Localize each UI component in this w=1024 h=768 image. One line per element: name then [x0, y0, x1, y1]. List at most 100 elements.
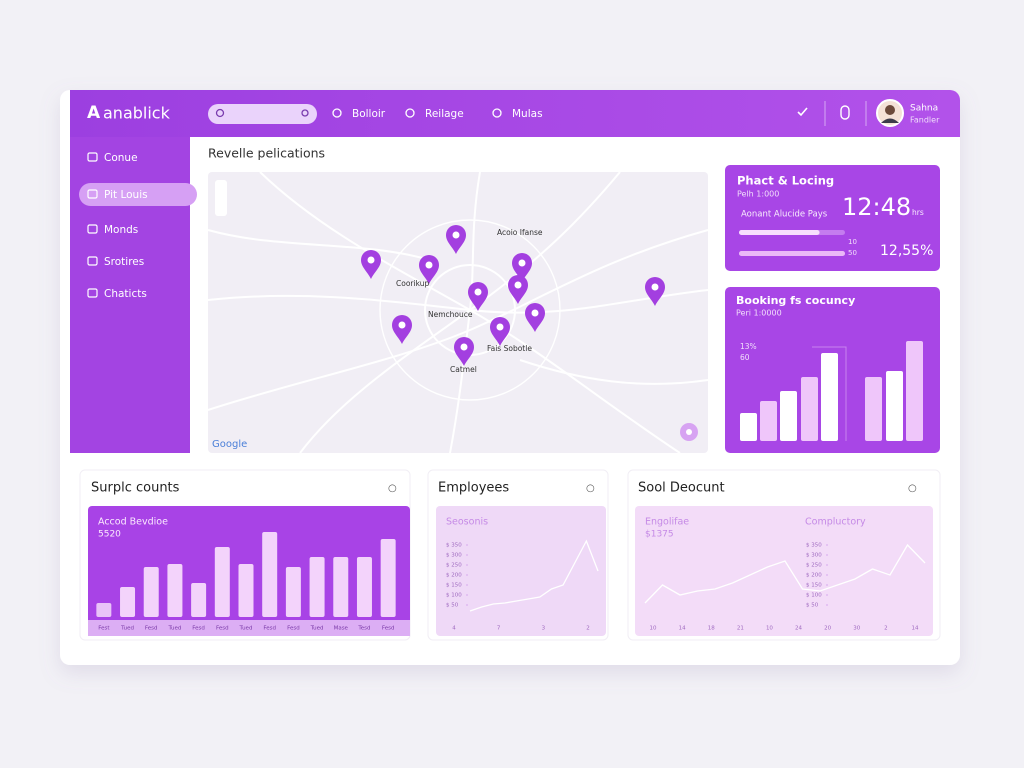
dropdown-icon[interactable]: ○ — [388, 483, 397, 494]
card-subtitle: Pelh 1:000 — [737, 190, 779, 199]
sidebar-icon — [87, 256, 98, 266]
y-tick-label: $ 150 — [806, 583, 822, 589]
map-pin-dot — [514, 281, 522, 289]
x-tick-label: 30 — [853, 626, 860, 632]
x-tick-label: Fesd — [382, 626, 395, 632]
road — [207, 229, 431, 261]
map-pin[interactable] — [512, 253, 532, 282]
x-tick-label: Tued — [310, 626, 324, 632]
sidebar-item[interactable]: Monds — [104, 224, 138, 236]
bar — [760, 401, 777, 441]
map-attribution: Google — [212, 439, 247, 450]
bar — [865, 377, 882, 441]
map-pin-dot — [651, 283, 659, 291]
map-pin-dot — [367, 256, 375, 264]
sidebar-item[interactable]: Conue — [104, 152, 138, 164]
x-tick-label: 2 — [586, 626, 590, 632]
avatar-body — [881, 118, 899, 123]
sidebar-icon — [87, 224, 98, 234]
map-pin-dot — [452, 231, 460, 239]
y-tick-label: $ 150 — [446, 583, 462, 589]
card-percent: 12,55% — [880, 243, 933, 259]
chart-subtitle: Compluctory — [805, 517, 866, 528]
y-tick-label: $ 300 — [806, 553, 822, 559]
x-tick-label: Fesd — [192, 626, 205, 632]
road — [519, 359, 709, 385]
map-place: Fais Sobotle — [487, 344, 532, 353]
card-unit: hrs — [912, 208, 924, 217]
map-title: Revelle pelications — [208, 146, 325, 161]
y-tick-label: $ 50 — [446, 603, 459, 609]
y-tick-label: $ 50 — [806, 603, 819, 609]
map-pin[interactable] — [468, 282, 488, 311]
dropdown-icon[interactable]: ○ — [586, 483, 595, 494]
bar — [262, 532, 278, 617]
bar — [285, 567, 301, 617]
map-pin[interactable] — [454, 337, 474, 366]
map-pin[interactable] — [392, 315, 412, 344]
bar — [333, 557, 349, 617]
nav-item[interactable]: Bolloir — [352, 108, 386, 120]
map-pin[interactable] — [508, 275, 528, 304]
bar — [380, 539, 396, 617]
bar — [309, 557, 325, 617]
search-clear — [301, 109, 309, 117]
chart-title: Seosonis — [446, 517, 488, 528]
chart-frame — [812, 346, 847, 441]
bar — [120, 587, 136, 617]
nav-icon — [332, 108, 342, 118]
sidebar-item[interactable]: Chaticts — [104, 288, 147, 300]
map-pin[interactable] — [525, 303, 545, 332]
y-tick-label: $ 300 — [446, 553, 462, 559]
x-tick-label: 14 — [912, 626, 919, 632]
map-pin-dot — [460, 343, 468, 351]
x-tick-label: 10 — [650, 626, 657, 632]
check-icon[interactable] — [797, 107, 808, 117]
x-tick-label: 20 — [824, 626, 831, 632]
y-tick-label: $ 250 — [446, 563, 462, 569]
x-tick-label: 2 — [884, 626, 888, 632]
chart-value: 5520 — [98, 530, 121, 540]
dropdown-icon[interactable]: ○ — [908, 483, 917, 494]
y-tick-label: $ 250 — [806, 563, 822, 569]
road — [207, 229, 709, 411]
map-zoom[interactable] — [215, 180, 227, 216]
map-pin[interactable] — [361, 250, 381, 279]
brand-icon: A — [87, 103, 101, 123]
bar — [143, 567, 159, 617]
sidebar-item[interactable]: Pit Louis — [104, 189, 148, 201]
x-tick-label: Tued — [239, 626, 253, 632]
map-pin[interactable] — [419, 255, 439, 284]
bar — [356, 557, 372, 617]
x-tick-label: Fesd — [145, 626, 158, 632]
x-tick-label: 10 — [766, 626, 773, 632]
nav-item[interactable]: Mulas — [512, 108, 543, 120]
progress-label: 50 — [848, 249, 857, 257]
bar — [886, 371, 903, 441]
chart-axis-band — [88, 620, 410, 636]
bell-icon[interactable] — [840, 105, 850, 120]
card-title: Surplc counts — [91, 481, 180, 496]
bar — [214, 547, 230, 617]
sidebar-item[interactable]: Srotires — [104, 256, 144, 268]
bar — [821, 353, 838, 441]
avatar-head — [885, 105, 895, 115]
bar — [780, 391, 797, 441]
search-box[interactable] — [208, 104, 317, 124]
card-value: 12:48 — [842, 193, 911, 221]
map-pin[interactable] — [490, 317, 510, 346]
ring-road — [379, 219, 561, 401]
bar — [238, 564, 254, 617]
x-tick-label: Fest — [98, 626, 110, 632]
map-pin-dot — [496, 323, 504, 331]
map[interactable] — [208, 172, 708, 453]
nav-item[interactable]: Reilage — [425, 108, 464, 120]
nav-icon — [405, 108, 415, 118]
progress-fill — [739, 251, 845, 256]
map-roads — [207, 171, 709, 454]
x-tick-label: 14 — [679, 626, 686, 632]
map-pin[interactable] — [446, 225, 466, 254]
map-pin[interactable] — [645, 277, 665, 306]
